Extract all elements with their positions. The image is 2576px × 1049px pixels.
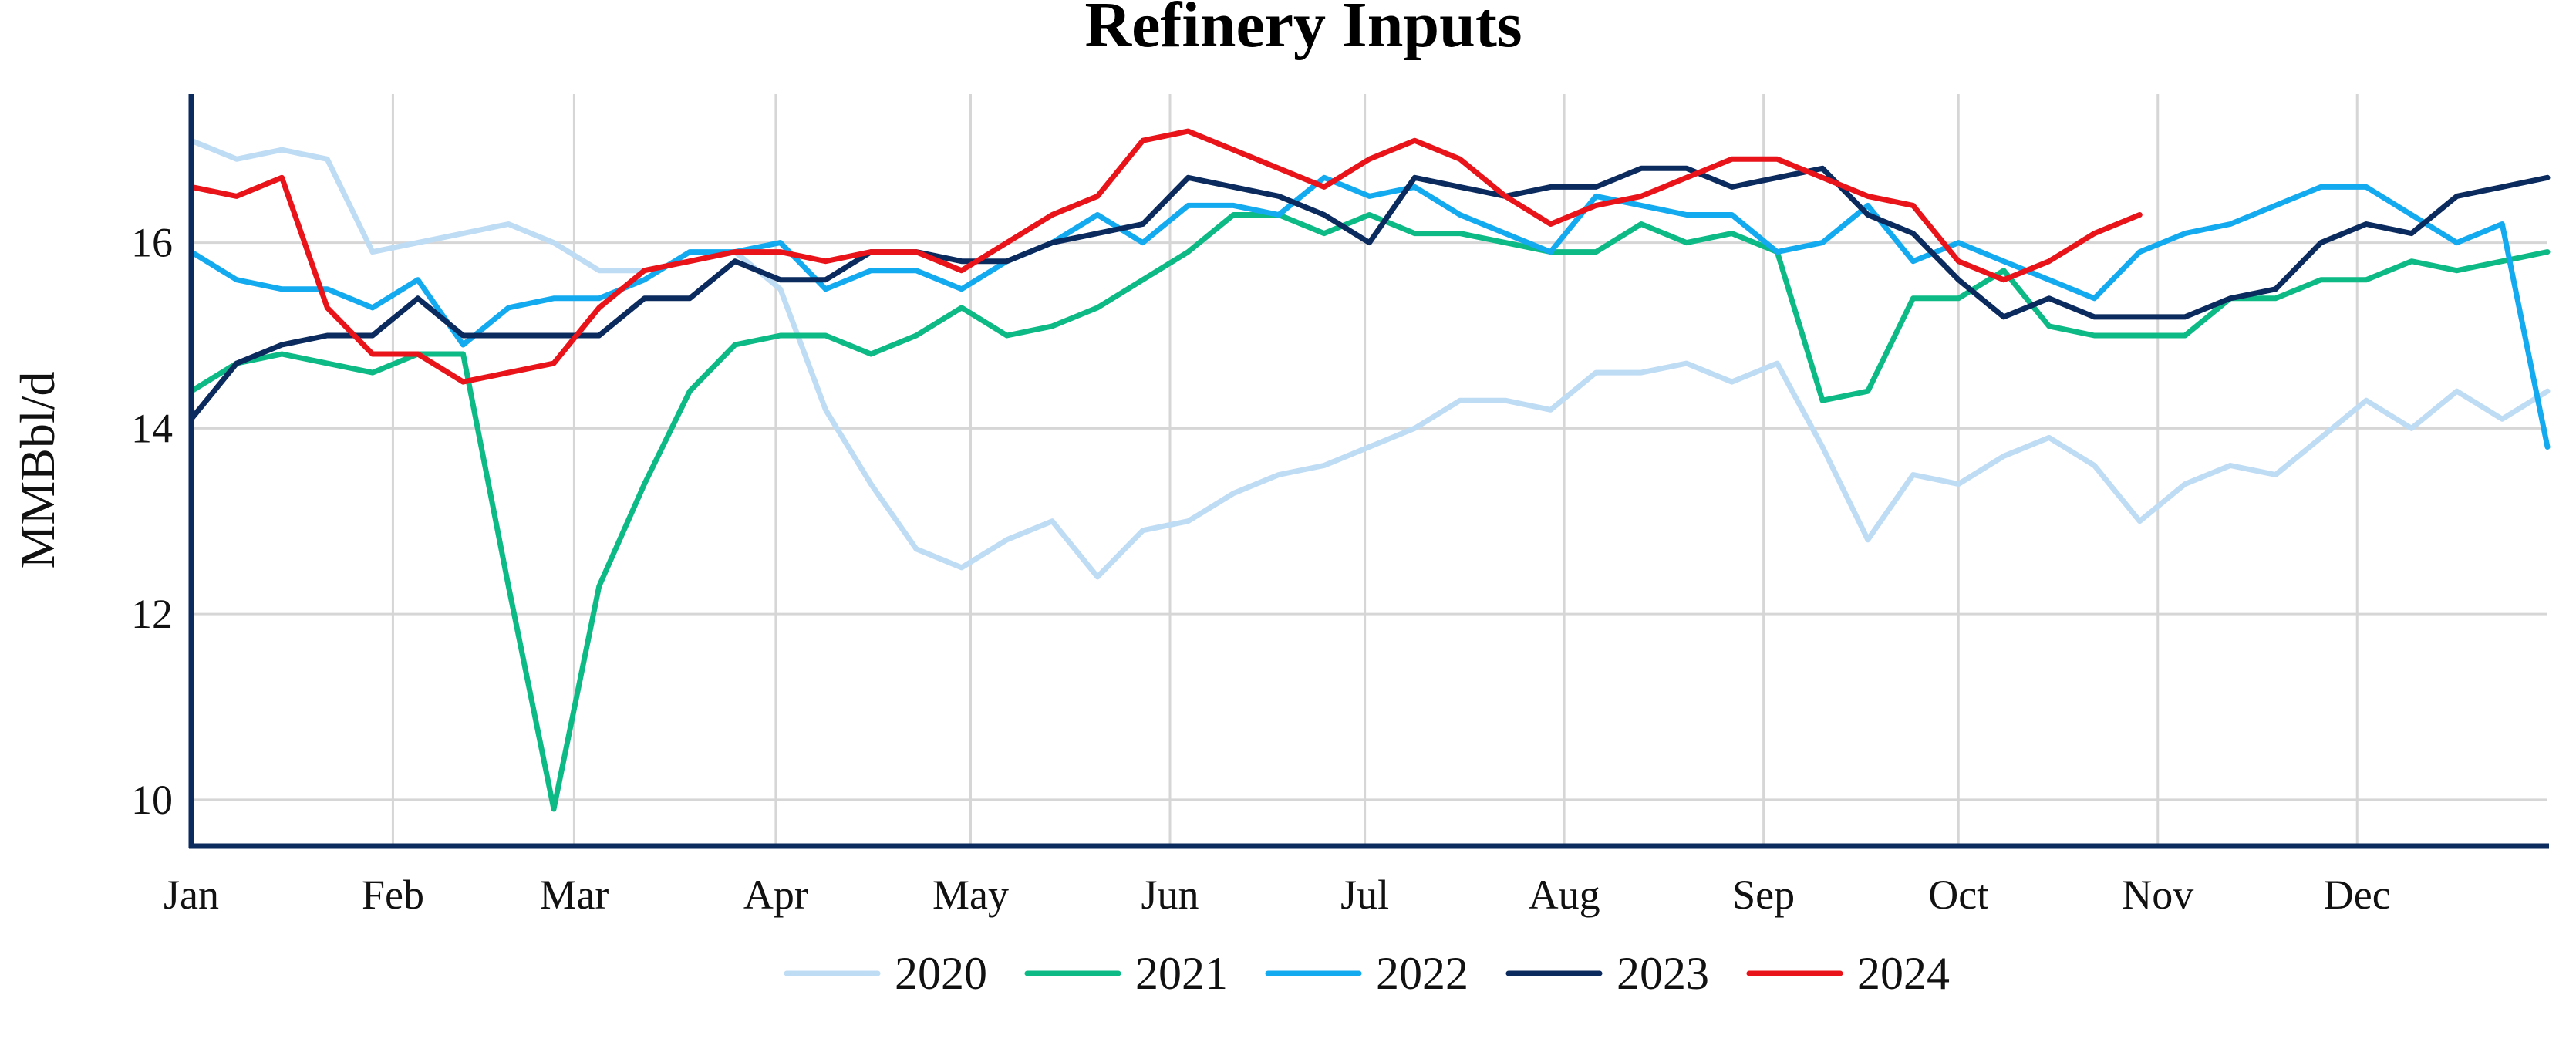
x-tick-label: Apr: [743, 872, 808, 918]
legend-label-2022: 2022: [1376, 948, 1468, 999]
x-tick-label: Jul: [1340, 872, 1389, 918]
x-tick-label: Feb: [362, 872, 424, 918]
series-line-2020: [188, 137, 2551, 580]
y-tick-label: 12: [131, 591, 173, 637]
y-tick-labels: 10 12 14 16: [131, 220, 173, 823]
x-tick-label: May: [932, 872, 1009, 918]
y-tick-label: 14: [131, 405, 173, 451]
legend-label-2024: 2024: [1857, 948, 1950, 999]
series-line-2023: [188, 165, 2551, 422]
legend-label-2023: 2023: [1617, 948, 1709, 999]
series-line-2024: [188, 128, 2143, 385]
x-tick-label: Aug: [1529, 872, 1600, 918]
x-tick-label: Nov: [2122, 872, 2193, 918]
series-line-2021: [188, 212, 2551, 812]
x-tick-label: Jun: [1141, 872, 1199, 918]
legend-label-2020: 2020: [895, 948, 987, 999]
axes: [188, 94, 2549, 849]
x-tick-label: Oct: [1928, 872, 1988, 918]
grid-lines: [191, 94, 2547, 846]
series-line-2022: [188, 174, 2551, 450]
y-tick-label: 16: [131, 220, 173, 266]
legend: 2020 2021 2022 2023 2024: [784, 948, 1950, 999]
x-tick-label: Sep: [1732, 872, 1795, 918]
y-axis-label: MMBbl/d: [10, 371, 65, 568]
x-tick-label: Mar: [539, 872, 609, 918]
y-tick-label: 10: [131, 777, 173, 823]
x-tick-labels: Jan Feb Mar Apr May Jun Jul Aug Sep Oct Nov Dec: [164, 872, 2391, 918]
x-tick-label: Jan: [164, 872, 219, 918]
x-tick-label: Dec: [2324, 872, 2391, 918]
legend-label-2021: 2021: [1135, 948, 1228, 999]
chart-title: Refinery Inputs: [1084, 0, 1522, 61]
series-lines: [188, 128, 2551, 812]
